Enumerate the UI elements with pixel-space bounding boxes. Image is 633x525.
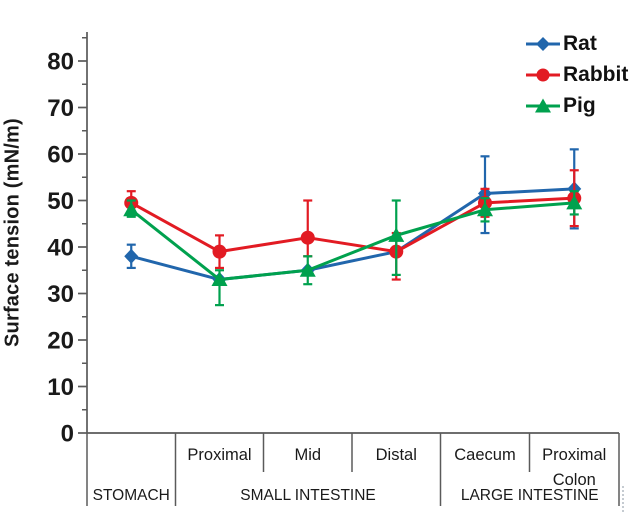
series-line-rat xyxy=(130,187,575,282)
marker-circle-rabbit xyxy=(212,244,227,259)
x-segment-label: Proximal xyxy=(187,446,251,464)
legend-label-rat: Rat xyxy=(563,32,597,55)
marker-triangle-pig xyxy=(388,227,405,242)
x-group-label: LARGE INTESTINE xyxy=(461,487,599,504)
y-tick-label: 80 xyxy=(47,49,74,76)
marker-diamond-rat xyxy=(124,248,139,264)
y-axis-title: Surface tension (mN/m) xyxy=(1,118,24,348)
x-group-label: STOMACH xyxy=(93,487,170,504)
marker-triangle-pig xyxy=(211,271,228,287)
marker-circle-rabbit xyxy=(300,230,315,245)
y-tick-label: 70 xyxy=(47,95,74,122)
y-tick-label: 20 xyxy=(47,328,74,355)
x-segment-label: Proximal xyxy=(542,446,606,464)
marker-triangle-pig xyxy=(566,194,583,210)
scan-edge-artifact xyxy=(622,486,624,512)
y-tick-label: 10 xyxy=(47,374,74,401)
marker-triangle-pig xyxy=(123,201,140,217)
legend-label-pig: Pig xyxy=(563,94,596,117)
series-line-pig xyxy=(130,201,575,282)
y-tick-label: 60 xyxy=(47,142,74,169)
x-segment-label: Caecum xyxy=(454,446,515,464)
y-tick-label: 40 xyxy=(47,235,74,262)
x-segment-label: Distal xyxy=(376,446,417,464)
legend: Rat Rabbit Pig xyxy=(524,28,628,121)
rat-diamond-icon xyxy=(526,36,560,51)
legend-item-rat: Rat xyxy=(524,28,628,59)
x-segment-label: Colon xyxy=(553,471,596,489)
x-group-label: SMALL INTESTINE xyxy=(240,487,376,504)
y-tick-label: 0 xyxy=(61,421,74,448)
pig-triangle-icon xyxy=(526,98,560,112)
marker-triangle-pig xyxy=(299,262,316,277)
y-tick-label: 30 xyxy=(47,281,74,308)
y-tick-label: 50 xyxy=(47,188,74,215)
legend-item-pig: Pig xyxy=(524,90,628,121)
rabbit-circle-icon xyxy=(526,68,560,81)
x-segment-label: Mid xyxy=(294,446,321,464)
marker-triangle-pig xyxy=(477,201,493,217)
legend-item-rabbit: Rabbit xyxy=(524,59,628,90)
legend-label-rabbit: Rabbit xyxy=(563,63,629,86)
series-line-rabbit xyxy=(130,196,575,254)
